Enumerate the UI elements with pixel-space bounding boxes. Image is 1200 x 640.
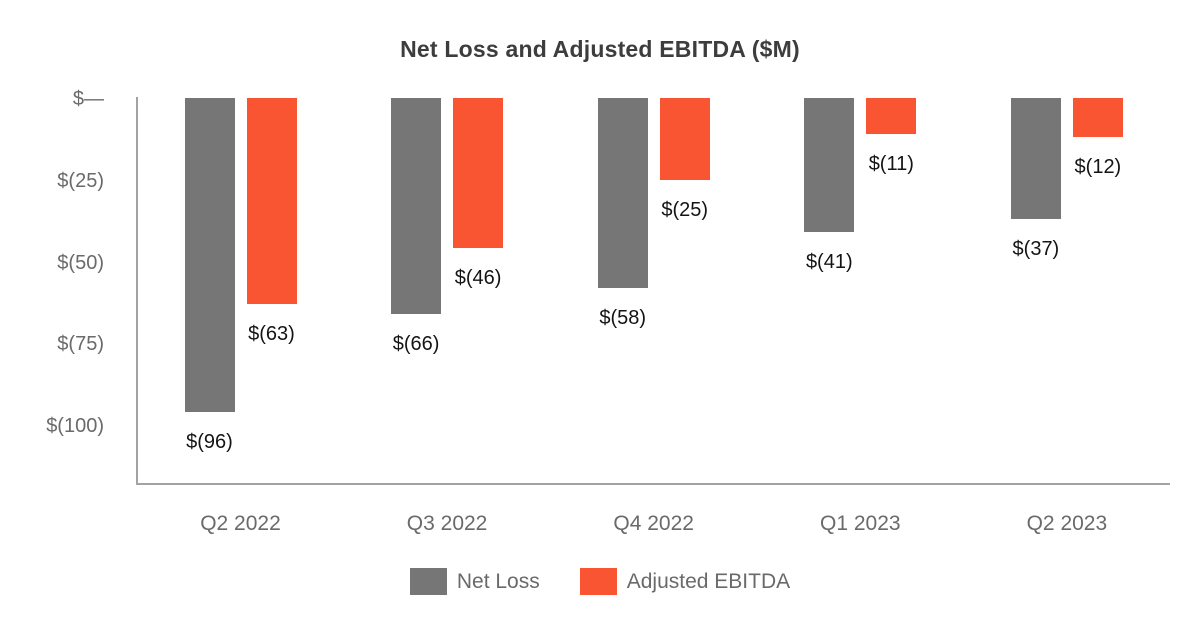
x-category-label-q1-2023: Q1 2023 [820, 512, 901, 535]
legend-item-adjusted-ebitda: Adjusted EBITDA [579, 568, 791, 595]
legend-swatch-adjusted-ebitda [579, 568, 617, 595]
legend: Net Loss Adjusted EBITDA [0, 568, 1200, 595]
bar-adjusted-ebitda-q2-2022 [246, 98, 297, 304]
y-tick-label-75: $(75) [57, 333, 104, 356]
bar-adjusted-ebitda-q3-2022 [453, 98, 504, 249]
chart-title: Net Loss and Adjusted EBITDA ($M) [400, 36, 800, 62]
x-axis-line [136, 483, 1170, 485]
bar-net-loss-q2-2023 [1010, 98, 1061, 219]
bar-net-loss-q2-2022 [184, 98, 235, 412]
value-label-net-loss-q3-2022: $(66) [392, 332, 440, 355]
y-tick-label-100: $(100) [46, 415, 104, 437]
value-label-net-loss-q4-2022: $(58) [599, 306, 647, 329]
y-tick-label-0: $— [72, 88, 104, 110]
value-label-adjusted-ebitda-q2-2023: $(12) [1074, 156, 1122, 179]
bar-net-loss-q4-2022 [597, 98, 648, 288]
bar-adjusted-ebitda-q1-2023 [866, 98, 917, 134]
legend-swatch-net-loss [409, 568, 447, 595]
value-label-net-loss-q2-2023: $(37) [1012, 237, 1060, 260]
y-axis-line [136, 97, 138, 485]
value-label-net-loss-q2-2022: $(96) [186, 430, 233, 453]
bar-net-loss-q1-2023 [804, 98, 855, 233]
x-category-label-q4-2022: Q4 2022 [613, 512, 694, 535]
bar-adjusted-ebitda-q2-2023 [1072, 98, 1123, 138]
bar-adjusted-ebitda-q4-2022 [659, 98, 710, 180]
x-category-label-q2-2023: Q2 2023 [1026, 512, 1108, 535]
value-label-net-loss-q1-2023: $(41) [805, 251, 853, 274]
value-label-adjusted-ebitda-q4-2022: $(25) [661, 198, 709, 221]
legend-label-adjusted-ebitda: Adjusted EBITDA [626, 569, 791, 593]
y-tick-label-25: $(25) [57, 169, 104, 192]
legend-label-net-loss: Net Loss [456, 569, 540, 593]
bar-net-loss-q3-2022 [391, 98, 442, 314]
value-label-adjusted-ebitda-q1-2023: $(11) [868, 152, 914, 175]
y-tick-label-50: $(50) [57, 251, 104, 274]
value-label-adjusted-ebitda-q2-2022: $(63) [248, 323, 295, 345]
x-category-label-q3-2022: Q3 2022 [406, 512, 488, 535]
value-label-adjusted-ebitda-q3-2022: $(46) [454, 267, 502, 290]
legend-item-net-loss: Net Loss [409, 568, 540, 595]
x-category-label-q2-2022: Q2 2022 [200, 512, 281, 535]
